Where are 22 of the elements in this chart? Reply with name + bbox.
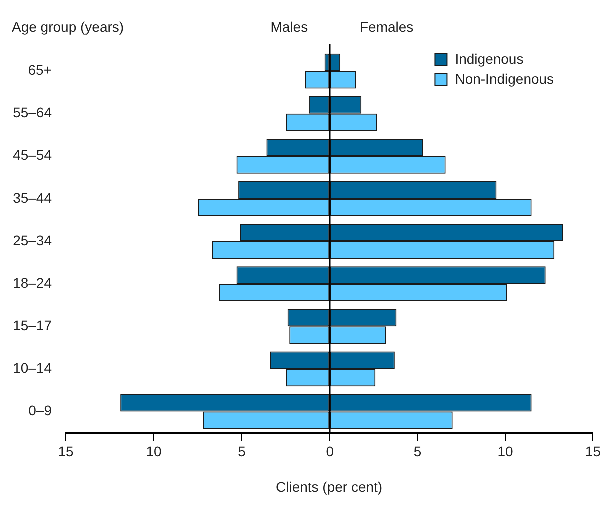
- y-axis-title: Age group (years): [12, 18, 124, 35]
- legend-label: Non-Indigenous: [455, 70, 554, 87]
- x-tick-label: 5: [414, 443, 422, 460]
- y-tick-label: 65+: [28, 62, 52, 78]
- y-tick-label: 55–64: [13, 104, 52, 121]
- x-tick-label: 10: [146, 443, 162, 460]
- y-tick-label: 25–34: [13, 232, 52, 248]
- y-tick-label: 0–9: [28, 402, 52, 419]
- y-tick-label: 18–24: [13, 274, 52, 291]
- y-tick-label: 10–14: [13, 360, 52, 376]
- x-tick-label: 10: [498, 443, 514, 460]
- x-tick-label: 0: [326, 443, 334, 460]
- x-tick-label: 15: [58, 443, 74, 460]
- x-axis-title: Clients (per cent): [275, 479, 384, 495]
- y-tick-label: 35–44: [13, 190, 52, 206]
- y-tick-label: 15–17: [13, 317, 52, 334]
- y-tick-label: 45–54: [13, 147, 52, 164]
- legend-label: Indigenous: [455, 50, 524, 67]
- x-tick-label: 5: [238, 443, 246, 460]
- chart-title: Males: [270, 18, 308, 35]
- chart-title: Females: [360, 18, 414, 35]
- x-tick-label: 15: [585, 443, 602, 460]
